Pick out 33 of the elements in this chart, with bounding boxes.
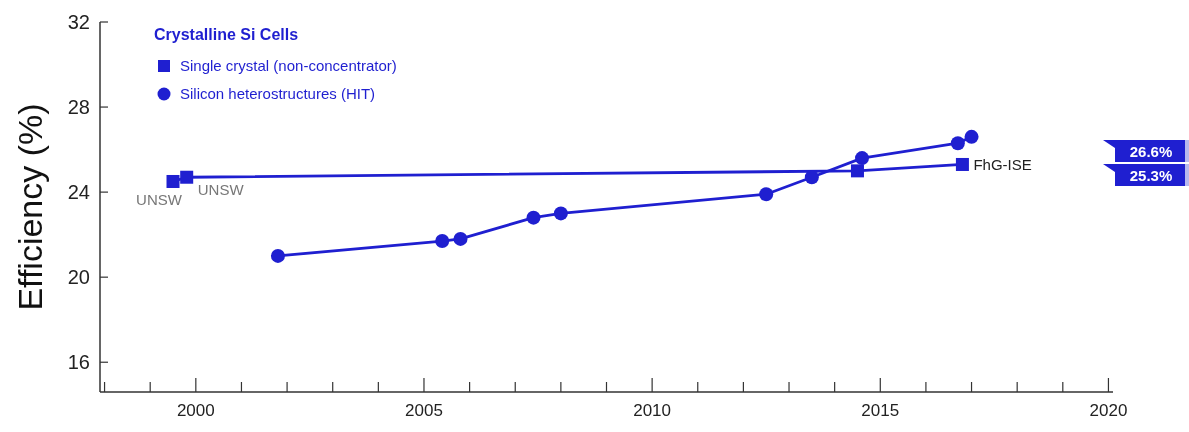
annotation: FhG-ISE (973, 155, 1032, 173)
y-tick-label: 16 (67, 351, 90, 374)
point (435, 234, 450, 249)
point (553, 206, 568, 221)
point (855, 151, 870, 166)
point (166, 174, 180, 188)
annotation: UNSW (197, 181, 245, 199)
x-tick-label: 2015 (861, 401, 900, 420)
y-tick-label: 24 (67, 181, 90, 204)
y-tick-label: 20 (67, 266, 90, 289)
x-tick-label: 2010 (633, 401, 672, 420)
point (270, 248, 285, 263)
point (804, 170, 819, 185)
x-tick-label: 2020 (1089, 401, 1128, 420)
annotation: UNSW (136, 191, 183, 209)
point (759, 187, 774, 202)
y-tick-label: 28 (67, 96, 90, 119)
point (955, 157, 969, 171)
y-tick-label: 32 (67, 11, 90, 33)
y-axis-title: Efficiency (%) (11, 103, 49, 311)
legend-title: Crystalline Si Cells (154, 26, 299, 43)
point (180, 170, 194, 184)
text: 25.3% (1129, 167, 1173, 185)
point (850, 164, 864, 178)
legend-label: Single crystal (non-concentrator) (180, 57, 397, 75)
text: 26.6% (1129, 143, 1173, 161)
x-tick-label: 2000 (176, 401, 215, 420)
point (950, 136, 965, 151)
point (453, 231, 468, 246)
legend-label: Silicon heterostructures (HIT) (180, 85, 376, 103)
point (526, 210, 541, 225)
x-tick-label: 2005 (405, 401, 443, 420)
point (964, 129, 979, 144)
